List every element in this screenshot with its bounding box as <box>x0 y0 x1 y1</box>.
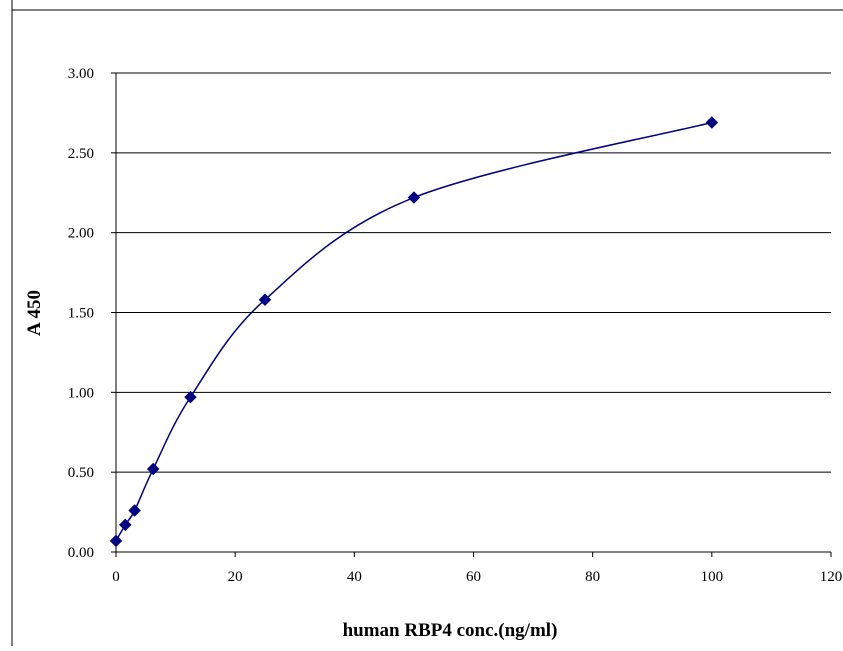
x-tick-label: 80 <box>585 569 600 585</box>
y-tick-label: 0.00 <box>68 545 94 561</box>
x-tick-labels: 0 20 40 60 80 100 120 <box>112 569 842 585</box>
y-tick-label: 1.50 <box>68 306 94 322</box>
x-tick-label: 20 <box>228 569 243 585</box>
data-point-marker-1 <box>118 518 132 532</box>
data-point-marker-2 <box>128 504 142 517</box>
y-tick-labels: 0.00 0.50 1.00 1.50 2.00 2.50 3.00 <box>68 66 94 561</box>
x-axis-title: human RBP4 conc.(ng/ml) <box>343 620 558 641</box>
x-tick-label: 100 <box>701 569 724 585</box>
data-series <box>109 116 719 548</box>
x-tick-label: 60 <box>466 569 481 585</box>
y-tick-label: 3.00 <box>68 66 94 82</box>
axes <box>111 72 832 557</box>
y-tick-label: 1.00 <box>68 385 94 401</box>
data-point-marker-6 <box>407 191 421 204</box>
y-axis-title: A 450 <box>24 290 45 336</box>
series-line-0 <box>115 121 713 542</box>
x-tick-label: 0 <box>112 569 120 585</box>
data-point-marker-4 <box>184 390 197 404</box>
gridlines <box>116 72 831 473</box>
data-point-marker-5 <box>258 293 272 307</box>
y-tick-label: 0.50 <box>68 465 94 481</box>
y-tick-label: 2.00 <box>68 226 94 242</box>
x-tick-label: 40 <box>347 569 362 585</box>
y-tick-label: 2.50 <box>68 146 94 162</box>
data-point-marker-7 <box>705 116 719 129</box>
data-point-marker-0 <box>109 534 123 548</box>
data-point-marker-3 <box>146 462 160 476</box>
x-tick-label: 120 <box>820 569 843 585</box>
